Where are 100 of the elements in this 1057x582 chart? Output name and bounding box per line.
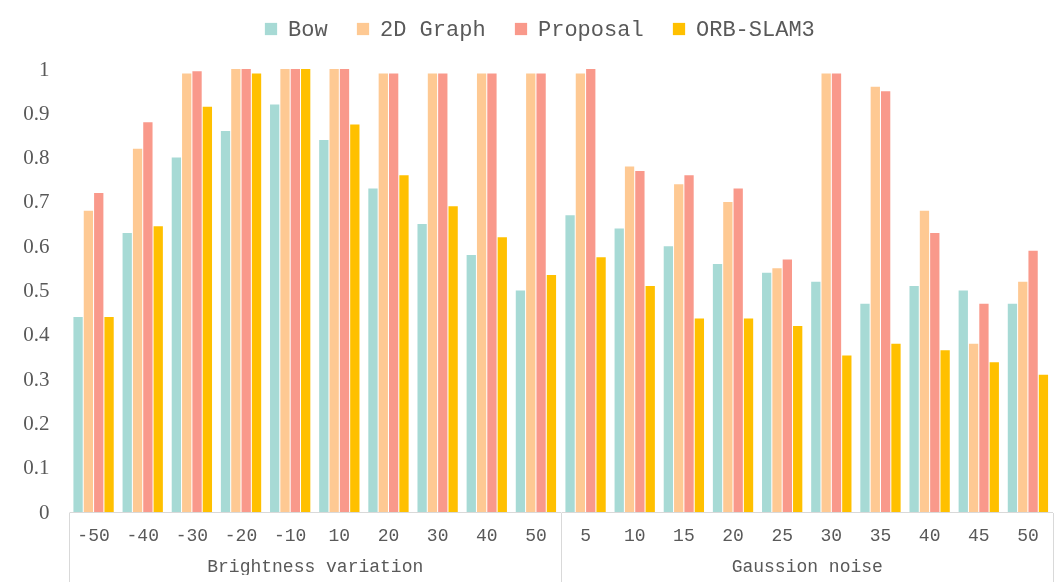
bar — [290, 69, 300, 512]
bar — [427, 73, 438, 512]
x-tick-label: -30 — [175, 525, 209, 546]
legend-label: Proposal — [538, 18, 644, 43]
bar — [280, 69, 290, 512]
bar — [329, 69, 339, 512]
bar — [546, 275, 557, 512]
bar — [251, 73, 262, 512]
y-tick-label: 0 — [39, 499, 50, 524]
x-tick-label: -20 — [224, 525, 258, 546]
bar — [743, 318, 754, 512]
bar — [368, 188, 378, 512]
bar — [811, 281, 821, 512]
x-tick-label: 20 — [377, 525, 400, 546]
bar — [968, 343, 979, 512]
x-tick-label: 25 — [771, 525, 793, 546]
x-tick-label: 10 — [623, 525, 646, 546]
y-tick-label: 0.2 — [23, 410, 50, 435]
bar — [526, 73, 536, 512]
bar — [958, 290, 968, 512]
y-tick-label: 0.4 — [23, 322, 50, 347]
bar — [821, 73, 831, 512]
bar — [880, 91, 891, 512]
bar — [635, 170, 645, 512]
bar — [712, 263, 723, 512]
bar — [723, 201, 733, 512]
bar — [153, 226, 163, 512]
bar — [684, 175, 694, 512]
bar — [132, 148, 143, 512]
bar — [989, 362, 999, 512]
bar — [171, 157, 182, 512]
bar — [94, 193, 104, 512]
bar — [940, 350, 950, 512]
legend-label: Bow — [288, 18, 328, 43]
bar — [515, 290, 526, 512]
bar — [586, 69, 596, 512]
bar — [438, 73, 448, 512]
bar — [536, 73, 546, 512]
y-tick-label: 0.3 — [23, 366, 50, 391]
bar — [378, 73, 388, 512]
bar — [645, 286, 655, 512]
bar — [860, 303, 870, 512]
bar — [122, 232, 132, 512]
bar — [399, 175, 409, 512]
bar — [565, 215, 575, 512]
bar — [1028, 250, 1038, 512]
bar — [143, 122, 153, 512]
bar — [73, 317, 83, 512]
y-tick-label: 0.6 — [23, 233, 50, 258]
bar — [842, 355, 852, 512]
bar — [624, 166, 635, 512]
bar — [319, 139, 329, 512]
bar — [104, 317, 114, 512]
bar — [417, 224, 427, 512]
bar — [979, 303, 989, 512]
y-tick-label: 0.5 — [23, 278, 50, 302]
x-tick-label: 10 — [328, 525, 351, 546]
bar — [762, 272, 772, 512]
legend-label: 2D Graph — [380, 18, 486, 43]
bar — [192, 71, 202, 512]
bar — [497, 237, 507, 512]
x-tick-label: 40 — [918, 525, 941, 546]
x-tick-label: 50 — [1017, 525, 1039, 546]
bar — [1018, 281, 1028, 512]
x-tick-label: 30 — [426, 525, 449, 546]
y-tick-label: 0.9 — [23, 100, 50, 125]
x-tick-label: 35 — [869, 525, 892, 546]
bar — [782, 259, 792, 512]
bar — [182, 73, 192, 512]
bar — [870, 86, 880, 512]
x-tick-label: -50 — [77, 525, 110, 546]
bar — [663, 246, 674, 512]
y-tick-label: 0.8 — [23, 145, 50, 170]
x-tick-label: 45 — [967, 525, 990, 546]
x-tick-label: -10 — [273, 525, 307, 546]
x-axis-title: Brightness variation — [207, 556, 424, 577]
y-tick-label: 0.7 — [23, 189, 50, 214]
bar — [487, 73, 497, 512]
bar — [596, 257, 606, 512]
bar — [231, 69, 241, 512]
bar — [733, 188, 743, 512]
bar — [614, 228, 624, 512]
bar — [919, 210, 930, 512]
bar — [674, 184, 684, 512]
bar — [339, 69, 350, 512]
y-tick-label: 0.1 — [23, 455, 50, 480]
bar — [83, 210, 94, 512]
x-axis-title: Gaussion noise — [731, 556, 883, 577]
x-tick-label: 50 — [525, 525, 547, 546]
bar — [476, 73, 487, 512]
bar — [930, 232, 940, 512]
legend-label: ORB-SLAM3 — [696, 18, 815, 43]
x-tick-label: -40 — [126, 525, 159, 546]
bar — [831, 73, 842, 512]
bar — [388, 73, 399, 512]
y-tick-label: 1 — [39, 56, 50, 81]
x-tick-label: 30 — [820, 525, 843, 546]
bar — [694, 318, 705, 512]
x-tick-label: 5 — [580, 525, 591, 546]
bar — [220, 131, 231, 512]
